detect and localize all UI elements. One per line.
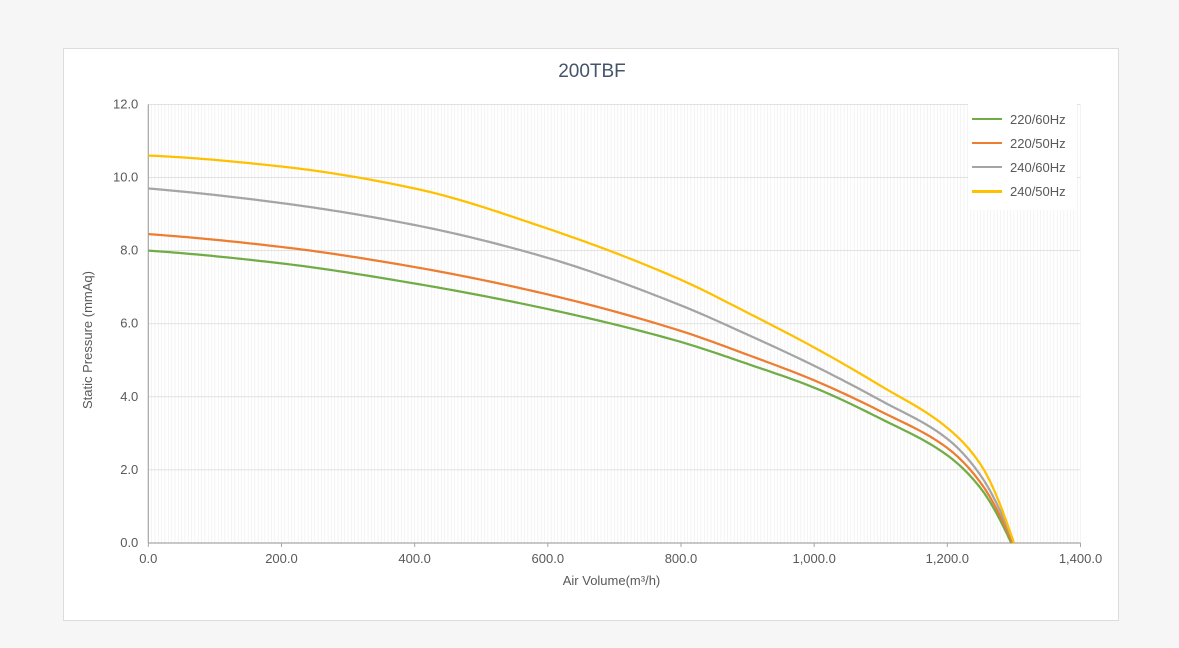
svg-text:6.0: 6.0 — [120, 316, 138, 331]
svg-text:0.0: 0.0 — [120, 535, 138, 550]
svg-text:12.0: 12.0 — [113, 96, 138, 111]
svg-text:1,000.0: 1,000.0 — [792, 551, 835, 566]
svg-text:800.0: 800.0 — [665, 551, 698, 566]
svg-text:10.0: 10.0 — [113, 170, 138, 185]
svg-text:200.0: 200.0 — [265, 551, 298, 566]
svg-text:1,400.0: 1,400.0 — [1059, 551, 1102, 566]
svg-text:8.0: 8.0 — [120, 243, 138, 258]
svg-text:0.0: 0.0 — [139, 551, 157, 566]
svg-text:600.0: 600.0 — [532, 551, 565, 566]
svg-text:400.0: 400.0 — [398, 551, 431, 566]
svg-text:4.0: 4.0 — [120, 389, 138, 404]
svg-text:2.0: 2.0 — [120, 462, 138, 477]
svg-text:1,200.0: 1,200.0 — [926, 551, 969, 566]
